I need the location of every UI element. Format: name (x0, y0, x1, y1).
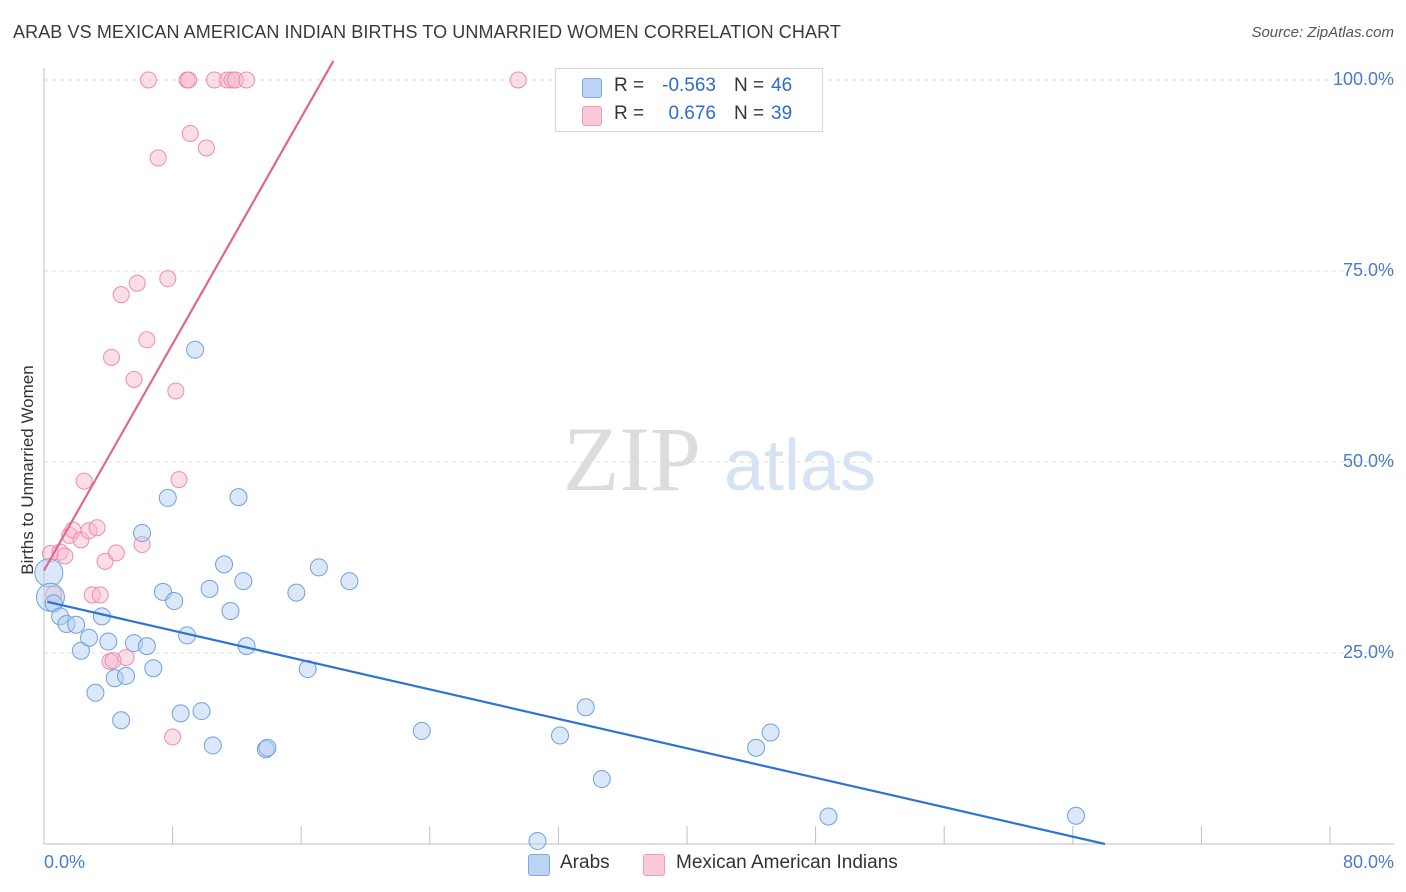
watermark: ZIP atlas (563, 408, 876, 510)
arab-point (1067, 806, 1086, 825)
legend-r-label: R = (614, 103, 645, 124)
arab-point (80, 628, 99, 647)
arab-point (551, 726, 570, 745)
arab-point (171, 704, 190, 723)
arab-point (51, 607, 70, 626)
watermark-atlas: atlas (724, 426, 876, 506)
arab-point (116, 666, 135, 685)
bottom-legend-swatch-arabs (528, 854, 550, 876)
y-tick-label: 100.0% (1332, 69, 1394, 89)
arab-point (105, 669, 124, 688)
arab-point (258, 738, 277, 757)
arab-point (200, 579, 219, 598)
legend-n-value: 46 (771, 75, 793, 96)
mexican-point (238, 71, 256, 89)
arab-point (234, 572, 253, 591)
mexican-point (167, 382, 185, 400)
arab-point (165, 592, 184, 611)
axes (43, 68, 1394, 845)
arab-point (819, 807, 838, 826)
x-tick-label-max: 80.0% (1342, 852, 1394, 872)
y-tick-label: 25.0% (1342, 642, 1394, 662)
legend-n-label: N = (734, 103, 765, 124)
mexican-point (181, 124, 199, 142)
mexican-point (509, 71, 527, 89)
chart-title: ARAB VS MEXICAN AMERICAN INDIAN BIRTHS T… (13, 22, 841, 42)
legend-swatch-mexican (582, 106, 602, 126)
mexican-point (56, 547, 74, 565)
arab-point (86, 683, 105, 702)
source-label: Source: ZipAtlas.com (1251, 24, 1394, 41)
arab-point (229, 488, 248, 507)
arab-point (747, 738, 766, 757)
x-tick-label-min: 0.0% (44, 852, 86, 872)
arab-point (221, 601, 240, 620)
mexican-point (149, 149, 167, 167)
arab-point (71, 641, 90, 660)
arab-point (186, 340, 205, 359)
legend-n-value: 39 (771, 103, 793, 124)
series-arabs (34, 340, 1086, 850)
legend-row-mexican: R = 0.676 N = 39 (556, 101, 822, 129)
mexican-point (117, 649, 135, 667)
arab-point (34, 558, 64, 588)
legend-r-value: 0.676 (668, 103, 716, 124)
bottom-legend-swatch-mexican (643, 854, 665, 876)
mexican-point (103, 348, 121, 366)
arab-point (215, 555, 234, 574)
watermark-zip: ZIP (563, 408, 701, 510)
arab-point (592, 770, 611, 789)
mexican-point (104, 652, 122, 670)
mexican-point (128, 274, 146, 292)
mexican-point (138, 331, 156, 349)
mexican-point (159, 270, 177, 288)
arab-point (761, 723, 780, 742)
mexican-trend-line (43, 60, 335, 572)
arab-point (112, 711, 131, 730)
arabs-trend-line (46, 600, 1106, 846)
mexican-point (164, 728, 182, 746)
legend-row-arabs: R = -0.563 N = 46 (556, 73, 822, 101)
arab-point (340, 572, 359, 591)
arab-point (528, 831, 547, 850)
arab-point (67, 615, 86, 634)
y-tick-label: 50.0% (1342, 451, 1394, 471)
legend-swatch-arabs (582, 78, 602, 98)
arab-point (412, 721, 431, 740)
mexican-point (75, 472, 93, 490)
arab-point (203, 736, 222, 755)
arab-point (192, 702, 211, 721)
arab-point (287, 583, 306, 602)
arab-point (57, 614, 76, 633)
arab-point (576, 698, 595, 717)
arab-point (309, 558, 328, 577)
mexican-point (107, 544, 125, 562)
mexican-point (91, 586, 109, 604)
arab-point (144, 659, 163, 678)
series-mexican-american-indians (41, 71, 527, 746)
trend-lines (43, 60, 1106, 846)
mexican-point (112, 286, 130, 304)
arab-point (137, 637, 156, 656)
mexican-point (205, 71, 223, 89)
mexican-point (88, 519, 106, 537)
arab-point (158, 488, 177, 507)
mexican-point (139, 71, 157, 89)
mexican-point (125, 370, 143, 388)
bottom-legend-label: Mexican American Indians (676, 852, 898, 873)
y-tick-label: 75.0% (1342, 260, 1394, 280)
bottom-legend-label: Arabs (560, 852, 610, 873)
mexican-point (180, 71, 198, 89)
gridlines (44, 79, 1394, 654)
legend-n-label: N = (734, 75, 765, 96)
mexican-point (197, 139, 215, 157)
x-tick-marks (43, 826, 1331, 844)
correlation-legend: R = -0.563 N = 46 R = 0.676 N = 39 (555, 68, 823, 132)
legend-r-value: -0.563 (662, 75, 716, 96)
arab-point (99, 632, 118, 651)
legend-r-label: R = (614, 75, 645, 96)
arab-point (133, 524, 152, 543)
mexican-point (170, 471, 188, 489)
